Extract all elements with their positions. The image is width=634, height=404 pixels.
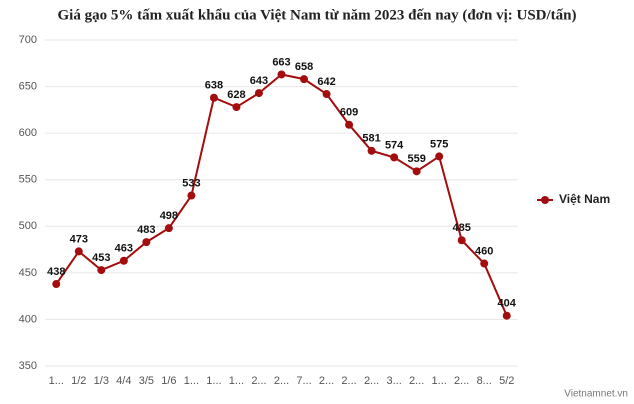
value-label: 581	[362, 133, 380, 145]
value-label: 628	[227, 89, 245, 101]
x-tick-label: 1...	[229, 375, 244, 387]
point	[322, 90, 331, 99]
x-tick-label: 5/2	[499, 375, 514, 387]
x-tick-label: 2...	[409, 375, 424, 387]
value-label: 460	[475, 245, 493, 257]
x-tick-label: 8...	[477, 375, 492, 387]
y-tick-label: 550	[19, 174, 37, 186]
x-tick-label: 2...	[454, 375, 469, 387]
value-label: 533	[182, 177, 200, 189]
value-label: 498	[160, 210, 178, 222]
point	[502, 311, 511, 320]
value-label: 559	[407, 153, 425, 165]
line	[55, 73, 508, 317]
value-label: 643	[250, 75, 268, 87]
point	[277, 70, 286, 79]
value-label: 663	[272, 56, 290, 68]
value-label: 574	[385, 139, 404, 151]
value-label: 642	[317, 76, 335, 88]
value-label: 658	[295, 61, 313, 73]
legend-label: Việt Nam	[559, 192, 610, 206]
legend-marker	[541, 196, 549, 204]
point	[390, 153, 399, 162]
point	[367, 146, 376, 155]
y-tick-label: 400	[19, 313, 37, 325]
x-tick-label: 1...	[184, 375, 199, 387]
point	[435, 152, 444, 161]
x-tick-label: 2...	[364, 375, 379, 387]
x-tick-label: 1...	[432, 375, 447, 387]
point	[142, 238, 151, 247]
point	[187, 191, 196, 200]
value-label: 483	[137, 224, 155, 236]
value-label: 438	[47, 266, 65, 278]
point	[300, 75, 309, 84]
value-label: 404	[498, 298, 517, 310]
x-tick-label: 1/6	[161, 375, 176, 387]
point	[97, 266, 106, 275]
x-tick-label: 1/3	[94, 375, 109, 387]
point	[457, 236, 466, 245]
y-tick-label: 500	[19, 220, 37, 232]
value-label: 453	[92, 252, 110, 264]
y-tick-label: 350	[19, 360, 37, 372]
y-tick-label: 600	[19, 127, 37, 139]
credit: Vietnamnet.vn	[564, 389, 628, 400]
point	[74, 247, 83, 256]
point	[164, 224, 173, 233]
x-tick-label: 3/5	[139, 375, 154, 387]
x-tick-label: 2...	[251, 375, 266, 387]
point	[254, 89, 263, 98]
x-tick-label: 2...	[274, 375, 289, 387]
value-label: 473	[70, 233, 88, 245]
x-tick-label: 1...	[49, 375, 64, 387]
point	[52, 280, 61, 289]
point	[345, 120, 354, 129]
x-tick-label: 7...	[296, 375, 311, 387]
x-tick-label: 1/2	[71, 375, 86, 387]
value-label: 485	[453, 222, 471, 234]
x-tick-label: 2...	[341, 375, 356, 387]
y-tick-label: 650	[19, 80, 37, 92]
value-label: 609	[340, 107, 358, 119]
x-tick-label: 3...	[386, 375, 401, 387]
value-label: 575	[430, 138, 448, 150]
point	[209, 93, 218, 102]
value-label: 638	[205, 80, 223, 92]
x-tick-label: 1...	[206, 375, 221, 387]
x-tick-label: 2...	[319, 375, 334, 387]
y-tick-label: 700	[19, 34, 37, 46]
point	[119, 256, 128, 265]
point	[232, 103, 241, 112]
point	[480, 259, 489, 268]
x-tick-label: 4/4	[116, 375, 131, 387]
y-tick-label: 450	[19, 267, 37, 279]
chart-title: Giá gạo 5% tấm xuất khẩu của Việt Nam từ…	[57, 7, 576, 23]
point	[412, 167, 421, 176]
value-label: 463	[115, 243, 133, 255]
